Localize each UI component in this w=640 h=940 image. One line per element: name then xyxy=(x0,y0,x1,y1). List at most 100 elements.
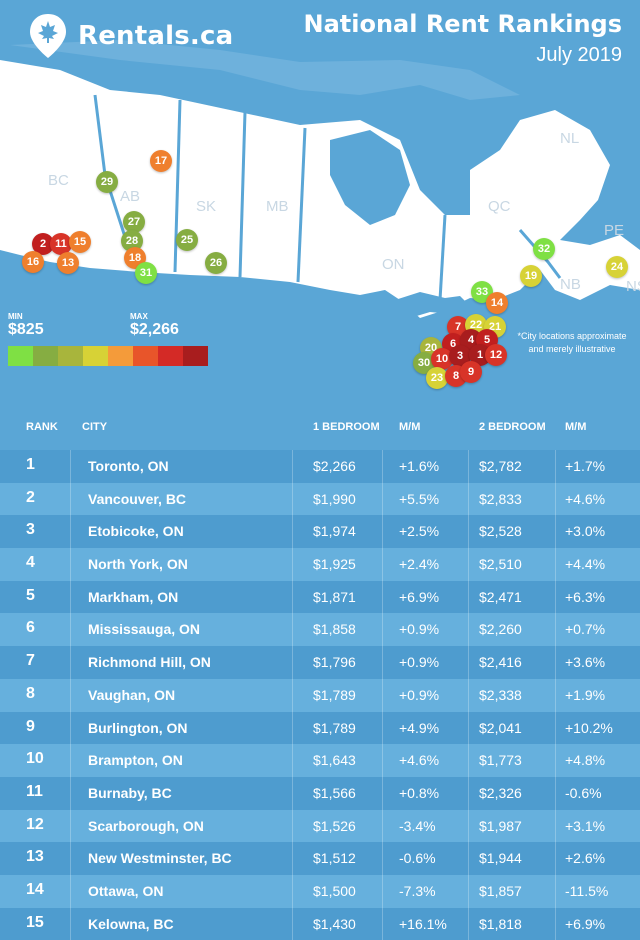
city-pin[interactable]: 25 xyxy=(176,229,198,251)
table-row[interactable]: 10 Brampton, ON $1,643 +4.6% $1,773 +4.8% xyxy=(0,744,640,777)
header-city: CITY xyxy=(82,421,108,433)
column-divider xyxy=(555,874,556,908)
legend-color-swatch xyxy=(158,346,183,366)
mm-two-cell: +4.4% xyxy=(565,556,606,573)
column-divider xyxy=(292,515,293,549)
mm-one-cell: +2.4% xyxy=(399,556,440,573)
column-divider xyxy=(468,613,469,647)
column-divider xyxy=(382,580,383,614)
column-divider xyxy=(292,646,293,679)
two-bedroom-cell: $1,818 xyxy=(479,915,522,932)
column-divider xyxy=(382,907,383,940)
column-divider xyxy=(468,580,469,614)
legend-min-label: MIN xyxy=(8,312,23,321)
city-pin[interactable]: 16 xyxy=(22,251,44,273)
column-divider xyxy=(292,613,293,647)
column-divider xyxy=(468,842,469,875)
city-pin[interactable]: 9 xyxy=(460,361,482,383)
column-divider xyxy=(292,776,293,810)
city-pin[interactable]: 27 xyxy=(123,211,145,233)
mm-two-cell: +0.7% xyxy=(565,621,606,638)
two-bedroom-cell: $1,857 xyxy=(479,882,522,899)
mm-one-cell: +6.9% xyxy=(399,588,440,605)
mm-one-cell: +5.5% xyxy=(399,490,440,507)
city-pin[interactable]: 11 xyxy=(50,233,72,255)
city-pin[interactable]: 19 xyxy=(520,265,542,287)
city-cell: Vaughan, ON xyxy=(88,686,176,703)
column-divider xyxy=(468,548,469,581)
two-bedroom-cell: $2,833 xyxy=(479,490,522,507)
column-divider xyxy=(555,809,556,843)
legend-max: MAX $2,266 xyxy=(130,312,179,339)
table-row[interactable]: 4 North York, ON $1,925 +2.4% $2,510 +4.4% xyxy=(0,548,640,581)
legend-min: MIN $825 xyxy=(8,312,44,339)
table-row[interactable]: 14 Ottawa, ON $1,500 -7.3% $1,857 -11.5% xyxy=(0,874,640,908)
one-bedroom-cell: $1,925 xyxy=(313,556,356,573)
one-bedroom-cell: $1,796 xyxy=(313,654,356,671)
hudson-bay xyxy=(330,130,410,225)
column-divider xyxy=(555,907,556,940)
mm-two-cell: +2.6% xyxy=(565,850,606,867)
column-divider xyxy=(382,515,383,549)
table-row[interactable]: 15 Kelowna, BC $1,430 +16.1% $1,818 +6.9% xyxy=(0,907,640,940)
table-row[interactable]: 2 Vancouver, BC $1,990 +5.5% $2,833 +4.6% xyxy=(0,482,640,516)
table-row[interactable]: 3 Etobicoke, ON $1,974 +2.5% $2,528 +3.0% xyxy=(0,515,640,549)
table-row[interactable]: 11 Burnaby, BC $1,566 +0.8% $2,326 -0.6% xyxy=(0,776,640,810)
mm-one-cell: +4.6% xyxy=(399,752,440,769)
table-row[interactable]: 9 Burlington, ON $1,789 +4.9% $2,041 +10.2% xyxy=(0,711,640,745)
table-row[interactable]: 12 Scarborough, ON $1,526 -3.4% $1,987 +3.1% xyxy=(0,809,640,843)
table-row[interactable]: 7 Richmond Hill, ON $1,796 +0.9% $2,416 +3.6% xyxy=(0,646,640,679)
column-divider xyxy=(70,515,71,549)
city-pin[interactable]: 26 xyxy=(205,252,227,274)
city-pin[interactable]: 24 xyxy=(606,256,628,278)
city-pin[interactable]: 13 xyxy=(57,252,79,274)
province-label-sk: SK xyxy=(196,198,217,215)
city-pin[interactable]: 17 xyxy=(150,150,172,172)
map-section: Rentals.ca National Rent Rankings July 2… xyxy=(0,0,640,405)
province-label-on: ON xyxy=(382,256,405,273)
one-bedroom-cell: $1,643 xyxy=(313,752,356,769)
rank-cell: 1 xyxy=(26,456,35,473)
city-pin[interactable]: 2 xyxy=(32,233,54,255)
city-pin[interactable]: 15 xyxy=(69,231,91,253)
brand[interactable]: Rentals.ca xyxy=(28,12,233,60)
mm-one-cell: +16.1% xyxy=(399,915,447,932)
column-divider xyxy=(70,678,71,712)
page-subtitle: July 2019 xyxy=(536,44,622,66)
mm-one-cell: +0.9% xyxy=(399,621,440,638)
city-pin[interactable]: 31 xyxy=(135,262,157,284)
table-row[interactable]: 5 Markham, ON $1,871 +6.9% $2,471 +6.3% xyxy=(0,580,640,614)
mm-one-cell: +0.9% xyxy=(399,654,440,671)
one-bedroom-cell: $1,430 xyxy=(313,915,356,932)
table-row[interactable]: 1 Toronto, ON $2,266 +1.6% $2,782 +1.7% xyxy=(0,450,640,483)
one-bedroom-cell: $1,789 xyxy=(313,686,356,703)
city-cell: Richmond Hill, ON xyxy=(88,654,211,671)
city-pin[interactable]: 29 xyxy=(96,171,118,193)
mm-one-cell: +0.8% xyxy=(399,784,440,801)
column-divider xyxy=(468,809,469,843)
two-bedroom-cell: $2,782 xyxy=(479,458,522,474)
city-pin[interactable]: 32 xyxy=(533,238,555,260)
column-divider xyxy=(555,744,556,777)
one-bedroom-cell: $1,858 xyxy=(313,621,356,638)
column-divider xyxy=(468,744,469,777)
city-pin[interactable]: 12 xyxy=(485,344,507,366)
table-row[interactable]: 13 New Westminster, BC $1,512 -0.6% $1,944 +2… xyxy=(0,842,640,875)
city-pin[interactable]: 10 xyxy=(431,348,453,370)
table-row[interactable]: 6 Mississauga, ON $1,858 +0.9% $2,260 +0.7% xyxy=(0,613,640,647)
legend-color-scale xyxy=(8,346,208,366)
two-bedroom-cell: $2,326 xyxy=(479,784,522,801)
column-divider xyxy=(292,907,293,940)
two-bedroom-cell: $2,510 xyxy=(479,556,522,573)
column-divider xyxy=(382,809,383,843)
column-divider xyxy=(70,744,71,777)
column-divider xyxy=(382,450,383,483)
rankings-table: RANK CITY 1 BEDROOM M/M 2 BEDROOM M/M 1 T… xyxy=(0,405,640,940)
city-pin[interactable]: 14 xyxy=(486,292,508,314)
column-divider xyxy=(70,482,71,516)
column-divider xyxy=(292,711,293,745)
city-pin[interactable]: 28 xyxy=(121,230,143,252)
table-row[interactable]: 8 Vaughan, ON $1,789 +0.9% $2,338 +1.9% xyxy=(0,678,640,712)
city-cell: Etobicoke, ON xyxy=(88,523,184,540)
city-pin[interactable]: 23 xyxy=(426,367,448,389)
